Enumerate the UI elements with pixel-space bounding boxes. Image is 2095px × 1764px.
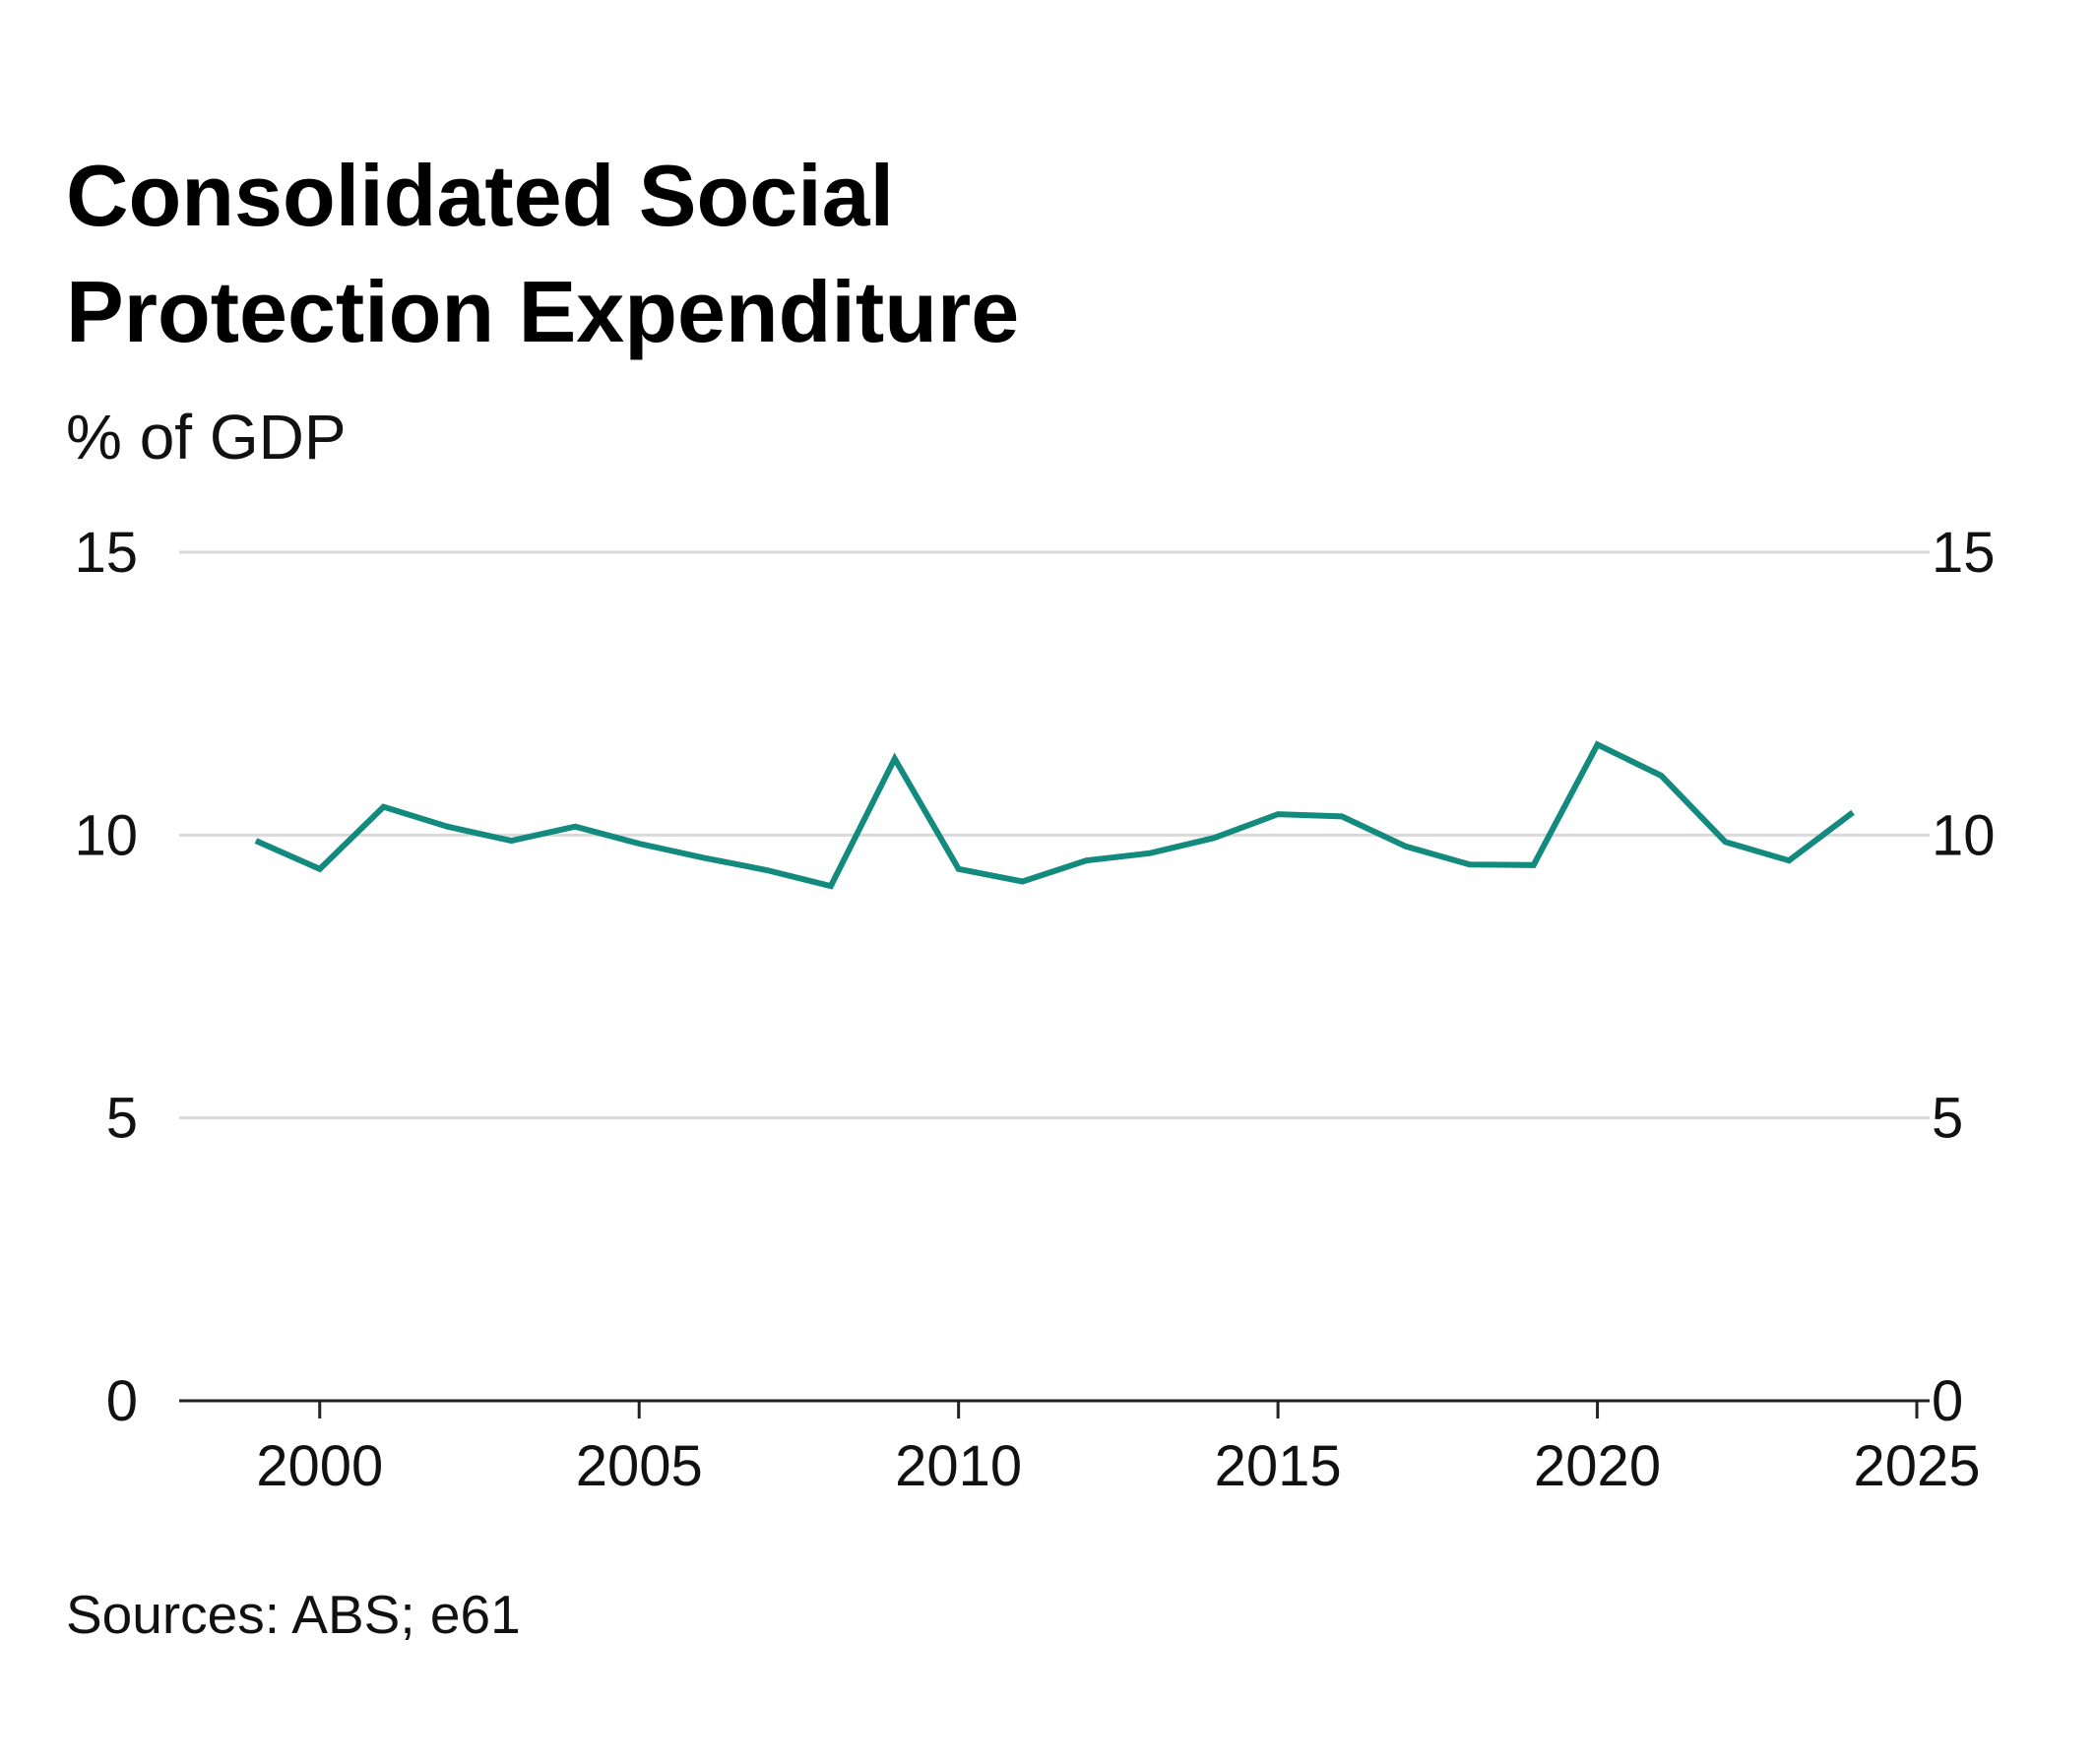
x-tick-label-2010: 2010	[895, 1434, 1022, 1498]
x-axis: 2000 2005 2010 2015 2020 2025	[179, 1399, 1981, 1498]
gridlines	[179, 550, 1930, 1120]
y-tick-label-left-10: 10	[74, 803, 138, 867]
chart-title-line-2: Protection Expenditure	[66, 263, 1020, 360]
y-axis-left: 0 5 10 15	[74, 521, 138, 1433]
y-tick-label-right-5: 5	[1932, 1087, 1963, 1151]
y-tick-label-right-0: 0	[1932, 1369, 1963, 1433]
source-note: Sources: ABS; e61	[66, 1584, 521, 1645]
x-tick-label-2000: 2000	[256, 1434, 383, 1498]
chart-title: Consolidated Social Protection Expenditu…	[66, 138, 1019, 370]
y-tick-label-left-15: 15	[74, 521, 138, 585]
x-tick-label-2025: 2025	[1854, 1434, 1981, 1498]
y-tick-label-right-10: 10	[1932, 803, 1996, 867]
x-tick-label-2020: 2020	[1534, 1434, 1661, 1498]
chart-title-line-1: Consolidated Social	[66, 147, 895, 244]
y-axis-right: 0 5 10 15	[1932, 521, 1996, 1433]
x-tick-label-2015: 2015	[1215, 1434, 1342, 1498]
chart-subtitle: % of GDP	[66, 402, 347, 472]
y-tick-label-right-15: 15	[1932, 521, 1996, 585]
series-line-0	[254, 740, 1855, 890]
series-layer	[254, 740, 1855, 890]
y-tick-label-left-0: 0	[106, 1369, 138, 1433]
y-tick-label-left-5: 5	[106, 1087, 138, 1151]
x-tick-label-2005: 2005	[576, 1434, 703, 1498]
